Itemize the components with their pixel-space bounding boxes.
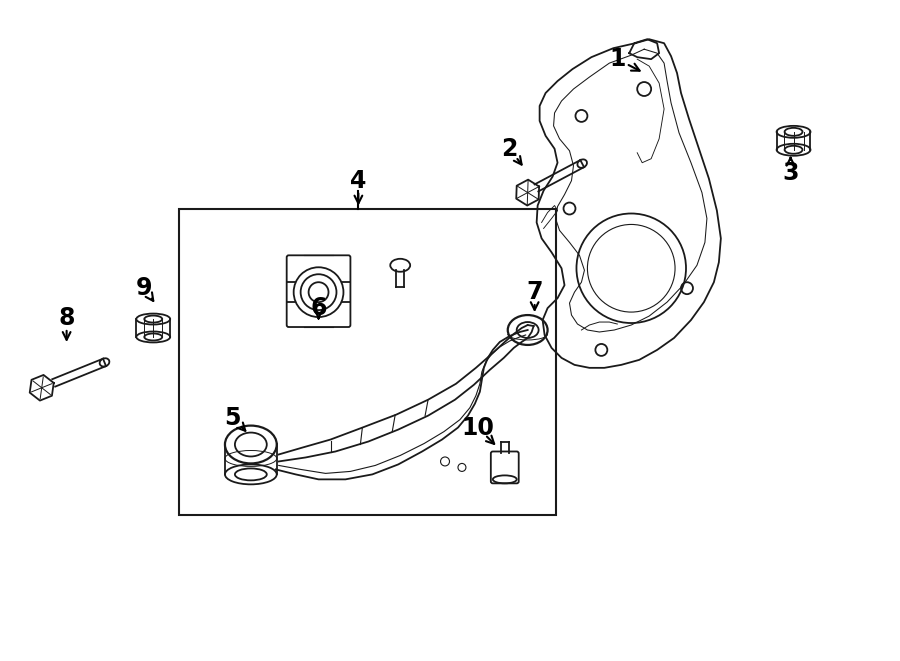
Text: 10: 10 <box>462 416 494 440</box>
Text: 6: 6 <box>310 296 327 320</box>
Text: 5: 5 <box>225 406 241 430</box>
Text: 7: 7 <box>526 280 543 304</box>
Text: 3: 3 <box>782 161 799 184</box>
Bar <box>179 208 555 515</box>
Text: 8: 8 <box>58 306 75 330</box>
Text: 2: 2 <box>501 137 518 161</box>
Text: 9: 9 <box>136 276 152 300</box>
Text: 4: 4 <box>350 169 366 192</box>
Text: 1: 1 <box>609 47 626 71</box>
